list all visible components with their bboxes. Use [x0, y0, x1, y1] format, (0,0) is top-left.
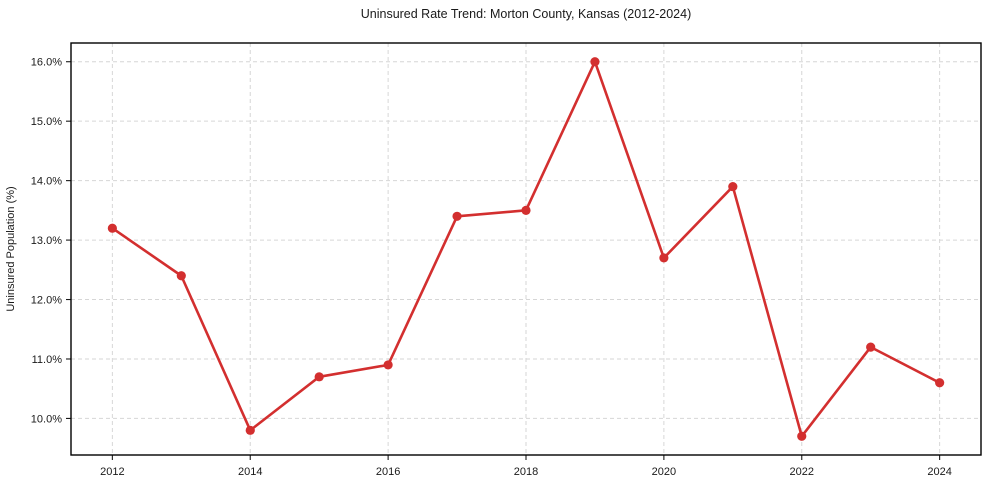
x-tick-label: 2018: [514, 466, 538, 478]
y-tick-label: 16.0%: [31, 57, 62, 69]
data-point: [176, 271, 186, 281]
y-tick-label: 15.0%: [31, 116, 62, 128]
plot-border: [70, 42, 982, 456]
x-tick-label: 2016: [376, 466, 400, 478]
data-point: [866, 342, 876, 352]
x-tick-label: 2024: [927, 466, 951, 478]
data-point: [797, 431, 807, 441]
data-point: [107, 223, 117, 233]
data-point: [728, 181, 738, 192]
chart-title: Uninsured Rate Trend: Morton County, Kan…: [360, 7, 692, 21]
data-point: [590, 57, 600, 67]
data-point: [383, 360, 393, 370]
y-tick-label: 14.0%: [31, 176, 62, 188]
data-point: [245, 425, 255, 435]
x-tick-label: 2020: [652, 466, 676, 478]
y-tick-label: 13.0%: [31, 235, 62, 247]
y-tick-label: 12.0%: [31, 295, 62, 307]
y-tick-label: 10.0%: [31, 413, 62, 425]
y-tick-label: 11.0%: [32, 354, 63, 366]
data-point: [659, 253, 669, 263]
x-tick-label: 2022: [790, 466, 814, 478]
data-point: [521, 205, 531, 215]
x-tick-label: 2014: [238, 466, 262, 478]
y-axis-title: Uninsured Population (%): [5, 186, 17, 311]
data-point: [314, 372, 324, 382]
data-point: [935, 378, 945, 388]
data-point: [452, 211, 462, 221]
x-tick-label: 2012: [100, 466, 124, 478]
